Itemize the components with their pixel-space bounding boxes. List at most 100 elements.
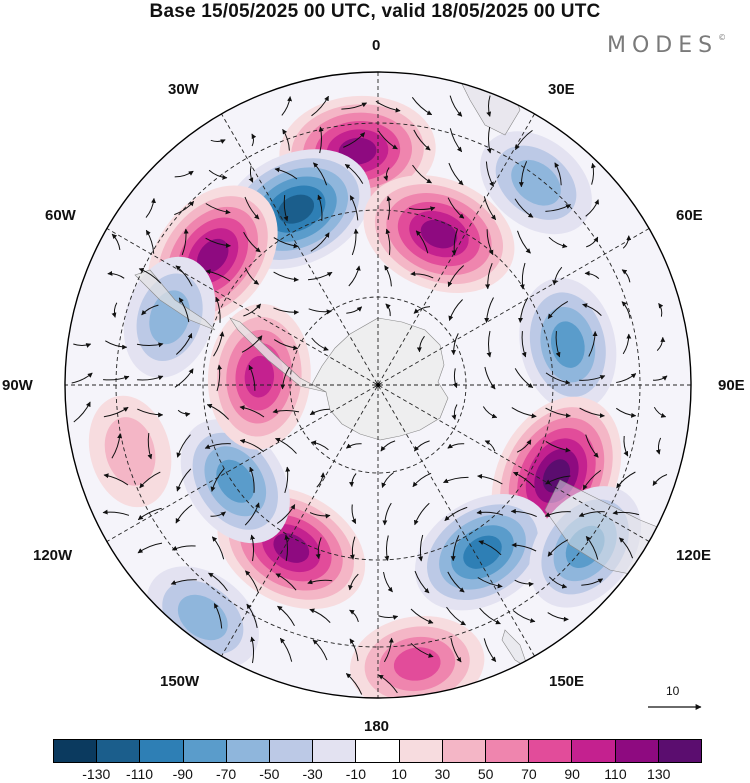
wind-vector: [213, 331, 225, 357]
wind-vector: [381, 472, 394, 488]
wind-vector: [343, 132, 366, 148]
colorbar-tick-label: 50: [477, 766, 494, 782]
label-60w: 60W: [45, 207, 76, 224]
wind-vector: [309, 408, 330, 416]
wind-vector: [241, 335, 263, 353]
wind-vector: [450, 535, 460, 562]
wind-vector: [346, 306, 363, 314]
wind-vector: [174, 170, 194, 178]
modes-logo: MODES©: [607, 33, 726, 58]
wind-vector: [448, 299, 463, 321]
positive-anomaly-center: [207, 303, 311, 450]
wind-vector: [450, 637, 462, 663]
wind-vector: [205, 269, 231, 282]
wind-vector: [416, 335, 425, 353]
wind-vector: [284, 466, 291, 494]
wind-vector: [451, 228, 458, 256]
wind-vector: [175, 265, 193, 287]
wind-vector: [619, 537, 634, 559]
wind-vector: [310, 232, 330, 252]
wind-vector: [375, 100, 401, 113]
wind-vector: [208, 169, 228, 180]
wind-vector: [274, 167, 298, 180]
wind-vector: [622, 235, 632, 249]
wind-vector: [447, 265, 465, 287]
wind-vector: [284, 534, 290, 562]
wind-vector: [385, 303, 391, 317]
colorbar-tick-label: 90: [564, 766, 580, 782]
wind-vector: [545, 372, 571, 385]
wind-vector: [210, 511, 226, 517]
wind-vector: [311, 95, 329, 117]
wind-vector: [383, 637, 394, 663]
wind-vector: [275, 437, 297, 454]
wind-vector: [581, 578, 604, 586]
label-150e: 150E: [549, 673, 585, 690]
wind-vector: [383, 167, 390, 181]
wind-vector: [175, 333, 193, 355]
colorbar: [53, 739, 702, 763]
wind-vector: [111, 433, 123, 459]
wind-vector: [206, 403, 230, 420]
wind-vector: [485, 161, 495, 187]
meridian-line: [106, 228, 650, 542]
wind-vector: [273, 271, 299, 283]
wind-vector: [276, 504, 296, 524]
wind-vector: [215, 296, 221, 323]
wind-vector: [211, 536, 225, 560]
wind-vector: [315, 537, 322, 560]
wind-vector: [176, 468, 192, 492]
wind-vector: [210, 139, 226, 144]
colorbar-tick-label: -70: [215, 766, 237, 782]
wind-vector: [588, 331, 598, 357]
colorbar-swatch: [442, 740, 487, 762]
wind-vector: [413, 502, 430, 526]
wind-vector: [105, 340, 128, 350]
wind-vector: [378, 615, 399, 620]
wind-vector: [244, 502, 260, 526]
wind-vector: [545, 204, 572, 212]
wind-vector: [174, 368, 194, 388]
label-90w: 90W: [2, 377, 33, 394]
wind-vector: [210, 468, 225, 492]
wind-vector: [312, 639, 328, 661]
wind-vector: [378, 130, 398, 150]
brand-text: MODES: [607, 33, 719, 58]
wind-vector: [515, 129, 533, 151]
label-30e: 30E: [548, 81, 575, 98]
wind-vector: [655, 437, 662, 455]
south-pole-dot: [376, 383, 380, 387]
latitude-circle-50s: [202, 209, 554, 561]
wind-vector: [413, 129, 431, 151]
wind-vector: [652, 375, 668, 381]
positive-anomaly-center: [363, 175, 515, 294]
wind-vector: [175, 504, 193, 524]
wind-vector: [477, 577, 503, 589]
wind-vector: [658, 302, 664, 317]
wind-vector: [384, 535, 390, 561]
wind-vector: [177, 409, 191, 417]
colorbar-tick-label: -10: [345, 766, 366, 782]
wind-vector: [514, 198, 534, 218]
wind-vector: [545, 440, 571, 453]
wind-vector: [313, 162, 328, 186]
wind-vector: [205, 237, 231, 248]
wind-vector: [311, 440, 329, 451]
wind-vector: [484, 366, 496, 390]
wind-vector: [578, 511, 605, 517]
wind-vector: [216, 364, 223, 392]
colorbar-swatch: [97, 740, 141, 762]
wind-vector: [351, 228, 359, 256]
wind-vector: [579, 375, 606, 381]
wind-vector: [656, 336, 666, 351]
wind-vector: [479, 607, 501, 625]
wind-vector: [476, 509, 504, 516]
positive-anomaly-center: [350, 615, 485, 698]
meridians: [65, 72, 691, 698]
wind-vector: [244, 267, 260, 285]
wind-vector: [311, 337, 329, 351]
colorbar-tick-label: 30: [434, 766, 451, 782]
wind-vector: [137, 507, 162, 521]
colorbar-tick-label: 70: [521, 766, 537, 782]
wind-vector: [349, 638, 359, 662]
